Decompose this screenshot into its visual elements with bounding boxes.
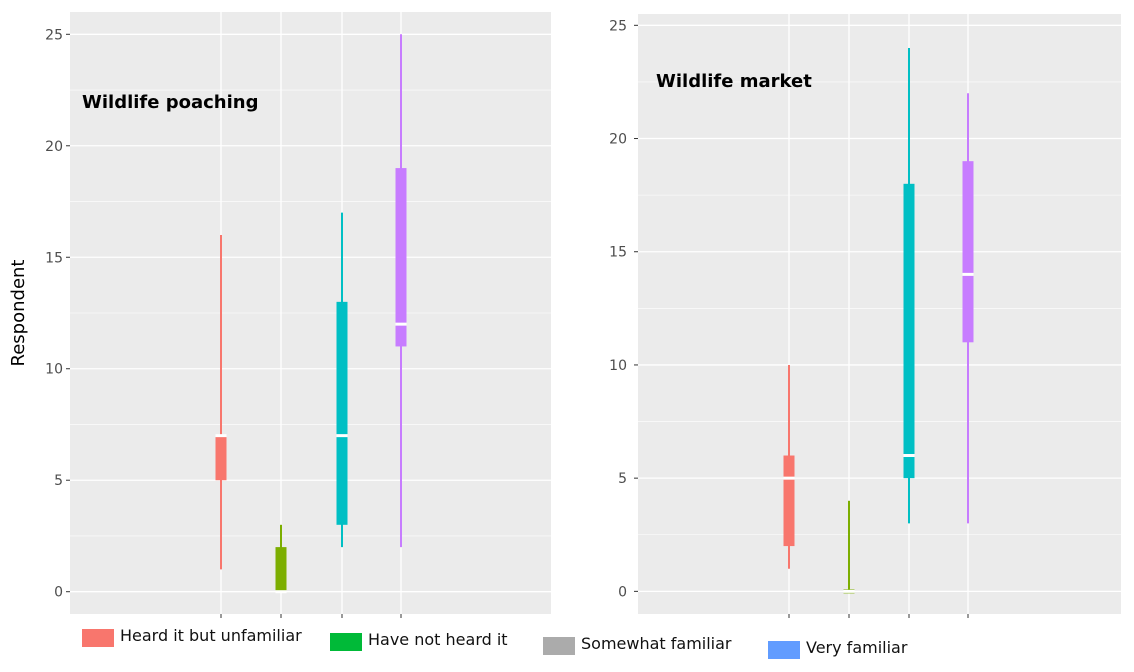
panel-title: Wildlife poaching (82, 92, 258, 113)
plot-panel-2: 0 5 10 15 20 25 Wildlife market (609, 14, 1121, 618)
box-body (783, 455, 795, 547)
legend-key (82, 629, 114, 647)
panel-title: Wildlife market (656, 71, 812, 92)
legend-key (543, 637, 575, 655)
box-body (336, 301, 348, 525)
y-tick-label: 10 (45, 362, 63, 378)
box-very-familiar (395, 34, 407, 548)
y-tick-label: 15 (609, 245, 627, 261)
box-body (962, 161, 974, 343)
box-have-not-heard-it (275, 524, 287, 594)
box-very-familiar (962, 93, 974, 524)
box-body (903, 183, 915, 479)
y-tick-label: 10 (609, 358, 627, 374)
box-body (395, 168, 407, 347)
y-tick-label: 25 (609, 18, 627, 34)
y-tick-label: 5 (618, 471, 627, 487)
legend-label: Have not heard it (368, 630, 508, 649)
box-body (275, 547, 287, 592)
box-heard-it-but-unfamiliar (215, 234, 227, 570)
y-tick-label: 5 (54, 473, 63, 489)
box-somewhat-familiar (336, 212, 348, 548)
legend-label: Heard it but unfamiliar (120, 626, 302, 645)
legend-label: Somewhat familiar (581, 634, 732, 653)
y-tick-label: 15 (45, 250, 63, 266)
y-tick-label: 0 (618, 584, 627, 600)
y-tick-label: 20 (45, 139, 63, 155)
y-tick-label: 25 (45, 27, 63, 43)
y-tick-label: 0 (54, 585, 63, 601)
y-axis-label: Respondent (8, 260, 29, 367)
legend-key (330, 633, 362, 651)
y-tick-label: 20 (609, 132, 627, 148)
box-body (215, 435, 227, 481)
box-have-not-heard-it (843, 500, 855, 594)
plot-panel-1: 0 5 10 15 20 25 Wildlife poaching Respondent (8, 12, 551, 618)
panel-background (638, 14, 1121, 614)
box-heard-it-but-unfamiliar (783, 364, 795, 569)
box-somewhat-familiar (903, 47, 915, 524)
legend-label: Very familiar (806, 638, 908, 657)
legend-key (768, 641, 800, 659)
